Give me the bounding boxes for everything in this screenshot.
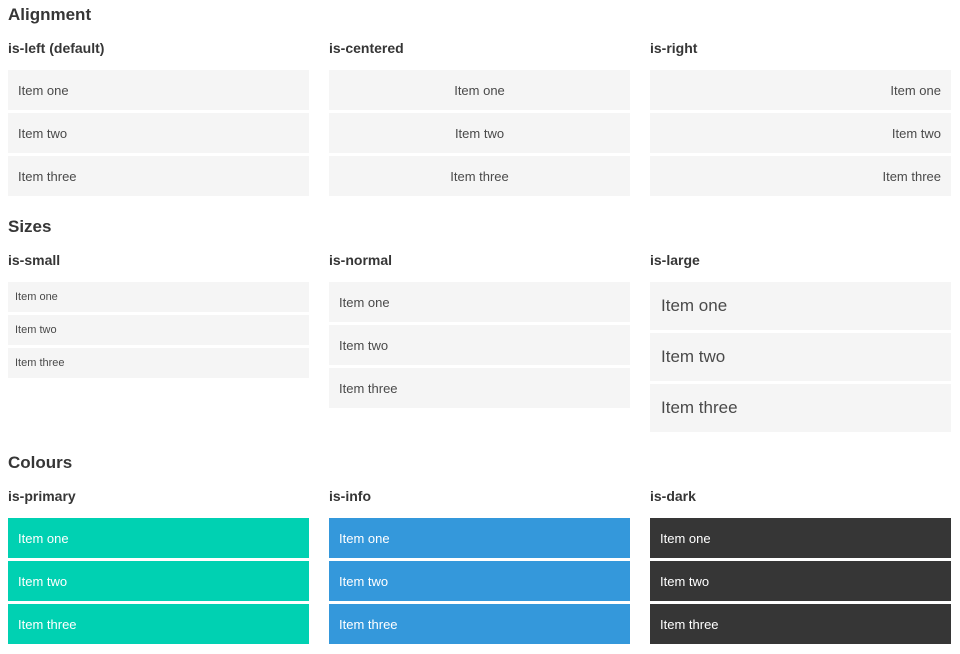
variant-heading-is-small: is-small — [8, 252, 61, 268]
list-color-info: Item one Item two Item three — [329, 518, 630, 644]
list-item: Item three — [8, 156, 309, 196]
sizes-columns: is-small Item one Item two Item three is… — [8, 252, 951, 435]
list-item: Item three — [8, 604, 309, 644]
variant-heading-is-info: is-info — [329, 488, 371, 504]
section-title-colours: Colours — [8, 453, 73, 472]
section-alignment: Alignment is-left (default) Item one Ite… — [8, 4, 951, 199]
list-item: Item one — [329, 70, 630, 110]
list-item: Item one — [329, 518, 630, 558]
list-item: Item one — [650, 282, 951, 330]
variant-heading-is-large: is-large — [650, 252, 700, 268]
column-is-centered: is-centered Item one Item two Item three — [329, 40, 630, 199]
variant-heading-is-left: is-left (default) — [8, 40, 105, 56]
list-item: Item three — [650, 384, 951, 432]
section-sizes: Sizes is-small Item one Item two Item th… — [8, 216, 951, 435]
list-item: Item one — [8, 282, 309, 312]
colours-columns: is-primary Item one Item two Item three … — [8, 488, 951, 647]
column-is-right: is-right Item one Item two Item three — [650, 40, 951, 199]
list-size-large: Item one Item two Item three — [650, 282, 951, 432]
section-title-alignment: Alignment — [8, 5, 92, 24]
list-item: Item one — [650, 518, 951, 558]
column-is-primary: is-primary Item one Item two Item three — [8, 488, 309, 647]
list-item: Item two — [329, 325, 630, 365]
variant-heading-is-right: is-right — [650, 40, 698, 56]
column-is-info: is-info Item one Item two Item three — [329, 488, 630, 647]
variant-heading-is-dark: is-dark — [650, 488, 696, 504]
column-is-left: is-left (default) Item one Item two Item… — [8, 40, 309, 199]
variant-heading-is-centered: is-centered — [329, 40, 404, 56]
list-align-right: Item one Item two Item three — [650, 70, 951, 196]
column-is-small: is-small Item one Item two Item three — [8, 252, 309, 435]
list-item: Item two — [8, 561, 309, 601]
list-item: Item one — [329, 282, 630, 322]
list-align-left: Item one Item two Item three — [8, 70, 309, 196]
list-item: Item two — [8, 113, 309, 153]
list-size-small: Item one Item two Item three — [8, 282, 309, 378]
section-colours: Colours is-primary Item one Item two Ite… — [8, 452, 951, 647]
list-item: Item two — [329, 113, 630, 153]
list-item: Item three — [650, 156, 951, 196]
list-item: Item three — [329, 156, 630, 196]
list-item: Item three — [329, 368, 630, 408]
list-item: Item one — [8, 70, 309, 110]
section-title-sizes: Sizes — [8, 217, 52, 236]
variant-heading-is-normal: is-normal — [329, 252, 393, 268]
list-item: Item two — [650, 561, 951, 601]
alignment-columns: is-left (default) Item one Item two Item… — [8, 40, 951, 199]
column-is-large: is-large Item one Item two Item three — [650, 252, 951, 435]
list-item: Item three — [8, 348, 309, 378]
column-is-dark: is-dark Item one Item two Item three — [650, 488, 951, 647]
list-item: Item two — [329, 561, 630, 601]
list-item: Item two — [650, 113, 951, 153]
list-item: Item three — [650, 604, 951, 644]
list-color-primary: Item one Item two Item three — [8, 518, 309, 644]
column-is-normal: is-normal Item one Item two Item three — [329, 252, 630, 435]
list-align-centered: Item one Item two Item three — [329, 70, 630, 196]
list-item: Item two — [650, 333, 951, 381]
list-item: Item one — [8, 518, 309, 558]
list-item: Item two — [8, 315, 309, 345]
list-size-normal: Item one Item two Item three — [329, 282, 630, 408]
variant-heading-is-primary: is-primary — [8, 488, 76, 504]
list-item: Item three — [329, 604, 630, 644]
list-color-dark: Item one Item two Item three — [650, 518, 951, 644]
list-item: Item one — [650, 70, 951, 110]
